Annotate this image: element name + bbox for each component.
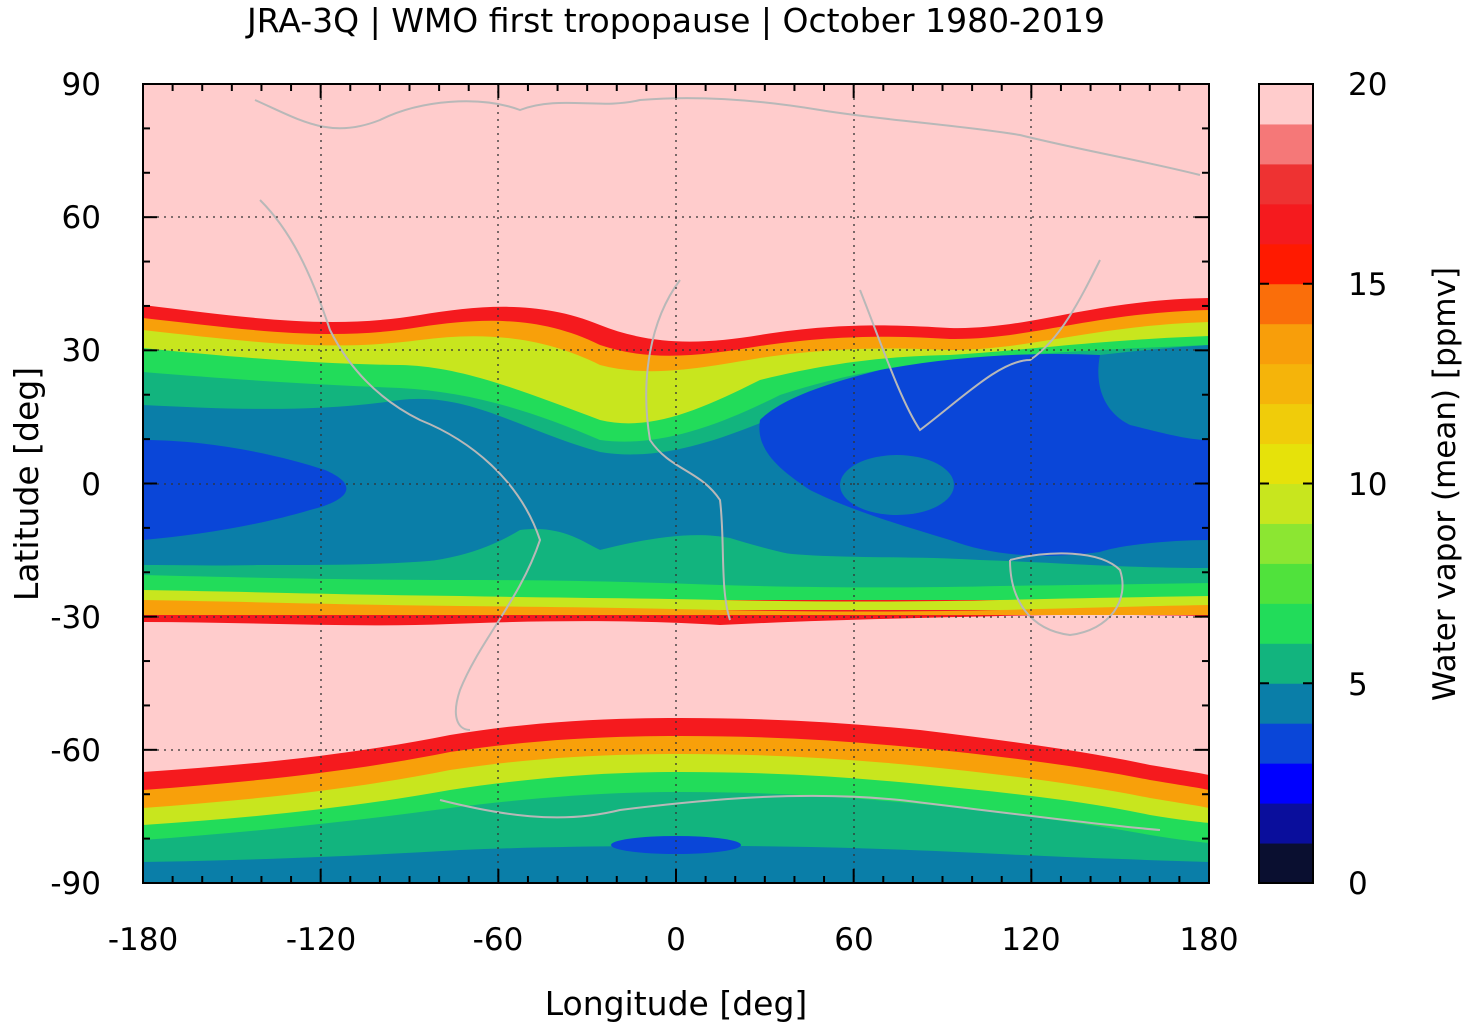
y-tick-label: -30 (50, 600, 101, 636)
y-tick-label: 30 (62, 333, 101, 369)
colorbar-level (1259, 203, 1313, 245)
chart-title: JRA-3Q | WMO first tropopause | October … (245, 1, 1105, 40)
colorbar-level (1259, 523, 1313, 564)
y-tick-label: 60 (62, 200, 101, 236)
colorbar-level (1259, 443, 1313, 484)
y-axis-label: Latitude [deg] (7, 367, 46, 601)
antarctic-blue-patch (611, 836, 741, 854)
colorbar-level (1259, 723, 1313, 764)
colorbar-level (1259, 84, 1313, 125)
x-tick-label: 60 (834, 922, 873, 958)
x-tick-label: 0 (666, 922, 686, 958)
colorbar-level (1259, 363, 1313, 405)
colorbar-level (1259, 403, 1313, 445)
colorbar-level (1259, 803, 1313, 844)
colorbar-level (1259, 283, 1313, 325)
colorbar-level (1259, 683, 1313, 724)
colorbar-tick-label: 0 (1348, 866, 1368, 902)
x-tick-label: 120 (1001, 922, 1060, 958)
y-tick-labels: 90 60 30 0 -30 -60 -90 (50, 67, 101, 902)
band-tropical-orange-south (143, 600, 1209, 615)
band-tropical-blue-west (143, 440, 347, 540)
colorbar-tick-label: 5 (1348, 667, 1368, 703)
axis-ticks (142, 83, 1210, 884)
x-tick-label: 180 (1179, 922, 1238, 958)
x-tick-label: -120 (286, 922, 356, 958)
colorbar-level (1259, 243, 1313, 285)
band-antarctic-teal (143, 846, 1209, 883)
y-tick-label: 90 (62, 67, 101, 103)
x-axis-label: Longitude [deg] (545, 984, 808, 1023)
coastlines (254, 97, 1201, 831)
x-tick-label: -60 (473, 922, 524, 958)
y-tick-label: 0 (81, 467, 101, 503)
tropical-warm-pocket (840, 455, 954, 515)
colorbar-label: Water vapor (mean) [ppmv] (1427, 267, 1463, 701)
colorbar (1259, 83, 1313, 884)
colorbar-level (1259, 563, 1313, 604)
colorbar-level (1259, 603, 1313, 644)
colorbar-level (1259, 643, 1313, 684)
y-tick-label: -60 (50, 733, 101, 769)
grid (143, 84, 1209, 883)
band-tropical-green-south (143, 575, 1209, 600)
colorbar-level (1259, 323, 1313, 365)
colorbar-level (1259, 843, 1313, 884)
colorbar-frame (1258, 83, 1314, 884)
colorbar-tick-label: 10 (1348, 467, 1387, 503)
plot-area (143, 84, 1209, 883)
colorbar-level (1259, 123, 1313, 165)
band-tropical-yellow-south (143, 590, 1209, 610)
colorbar-level (1259, 483, 1313, 524)
colorbar-level (1259, 163, 1313, 205)
y-tick-label: -90 (50, 866, 101, 902)
x-tick-labels: -180 -120 -60 0 60 120 180 (108, 922, 1239, 958)
colorbar-tick-labels: 20 15 10 5 0 (1348, 67, 1387, 902)
colorbar-level (1259, 763, 1313, 804)
colorbar-tick-label: 20 (1348, 67, 1387, 103)
x-tick-label: -180 (108, 922, 178, 958)
colorbar-tick-label: 15 (1348, 267, 1387, 303)
